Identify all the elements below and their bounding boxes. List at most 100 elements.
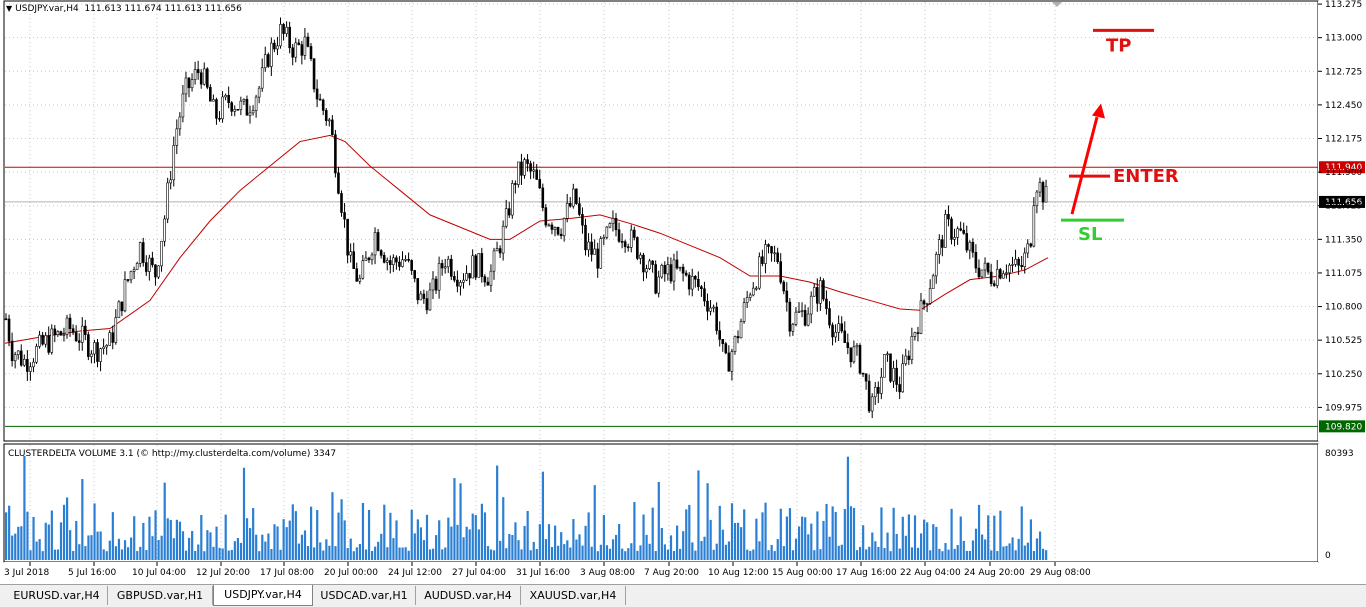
volume-bar (724, 544, 727, 560)
candle-bull (44, 335, 47, 345)
chart-title: ▼ USDJPY.var,H4 111.613 111.674 111.613 1… (6, 4, 242, 14)
chart-canvas[interactable]: 111.940 109.820 111.656 113.275 113.000 112.… (0, 0, 1366, 584)
volume-bar (465, 526, 468, 560)
volume-bar (709, 519, 712, 560)
volume-bar (755, 518, 758, 560)
volume-bar (477, 529, 480, 560)
candle-bear (575, 188, 578, 204)
time-tick-label: 29 Aug 08:00 (1030, 568, 1091, 578)
candle-bull (660, 265, 664, 278)
candle-bear (785, 290, 789, 303)
candle-bull (794, 311, 798, 325)
candle-bull (730, 351, 734, 372)
volume-bar (322, 550, 325, 560)
volume-bar (962, 540, 965, 560)
tab-xauusd[interactable]: XAUUSD.var,H4 (521, 586, 626, 605)
time-tick-label: 22 Aug 04:00 (900, 568, 961, 578)
volume-bar (50, 510, 53, 560)
volume-bar (910, 547, 914, 560)
volume-bar (230, 549, 233, 560)
tab-usdjpy[interactable]: USDJPY.var,H4 (213, 585, 313, 606)
volume-bar (17, 526, 20, 560)
volume-bar (300, 534, 304, 560)
volume-bar (178, 521, 182, 560)
volume-bar (697, 470, 700, 560)
tab-audusd[interactable]: AUDUSD.var,H4 (416, 586, 521, 605)
volume-bar (111, 512, 114, 560)
candle-bear (245, 99, 249, 116)
candle-bull (221, 96, 224, 120)
price-tick-label: 109.975 (1325, 403, 1362, 413)
tab-usdcad[interactable]: USDCAD.var,H1 (313, 586, 416, 605)
volume-bar (236, 538, 239, 560)
volume-bar (90, 535, 93, 560)
volume-bar (20, 526, 23, 560)
candle-bull (1038, 182, 1042, 193)
volume-bar (947, 549, 950, 560)
volume-max-label: 80393 (1325, 449, 1354, 459)
volume-bar (929, 550, 932, 560)
chart-menu-arrow-icon[interactable]: ▼ (6, 4, 13, 13)
time-tick-label: 12 Jul 20:00 (196, 568, 250, 578)
candle-bear (355, 268, 359, 282)
moving-average (4, 134, 1049, 344)
candle-bear (71, 328, 75, 333)
tab-eurusd[interactable]: EURUSD.var,H4 (6, 586, 108, 605)
candle-bear (959, 228, 962, 231)
volume-bar (175, 519, 178, 560)
volume-bar (8, 505, 11, 560)
candle-bull (358, 277, 362, 282)
volume-bar (758, 541, 761, 560)
candle-bull (855, 345, 859, 348)
candle-bull (1044, 185, 1048, 203)
tab-gbpusd[interactable]: GBPUSD.var,H1 (108, 586, 213, 605)
candle-bull (931, 275, 935, 289)
candle-bull (517, 161, 520, 185)
volume-bar (157, 540, 160, 560)
volume-bar (1020, 506, 1023, 560)
candle-bear (849, 347, 853, 363)
volume-bar (871, 532, 874, 560)
volume-bar (450, 526, 453, 560)
candle-bear (867, 380, 871, 412)
candle-bear (724, 343, 728, 354)
volume-bar (798, 526, 801, 560)
candle-bear (1041, 182, 1045, 203)
candle-bull (510, 183, 514, 216)
candle-bear (154, 264, 157, 278)
candle-bull (50, 328, 54, 353)
volume-bar (139, 546, 142, 560)
candle-bear (145, 262, 148, 272)
price-scale[interactable] (1318, 1, 1366, 441)
volume-bar (486, 546, 490, 560)
candle-bull (437, 263, 441, 291)
candle-bull (102, 346, 105, 349)
volume-bar (877, 546, 880, 560)
volume-bar (608, 548, 612, 560)
volume-bar (23, 455, 26, 560)
candle-bear (971, 241, 975, 253)
volume-bar (355, 547, 358, 560)
scroll-marker-icon[interactable] (1052, 2, 1062, 7)
volume-bar (53, 549, 56, 560)
volume-bar (264, 541, 267, 560)
time-tick-label: 10 Aug 12:00 (708, 568, 769, 578)
candle-bear (693, 275, 697, 280)
candle-bull (327, 119, 331, 122)
candle-bear (53, 328, 57, 336)
volume-bar (828, 536, 831, 560)
candle-bull (117, 301, 121, 318)
volume-bar (404, 547, 407, 560)
candle-bear (770, 246, 773, 254)
candle-bull (132, 269, 136, 272)
volume-bar (913, 515, 917, 560)
candle-bull (160, 240, 163, 267)
candle-bear (209, 86, 212, 102)
candle-bear (568, 202, 572, 207)
price-tick-label: 110.250 (1325, 370, 1362, 380)
candle-bear (706, 300, 709, 312)
time-scale[interactable] (4, 562, 1318, 582)
volume-bar (627, 548, 630, 560)
volume-bar (779, 508, 782, 560)
